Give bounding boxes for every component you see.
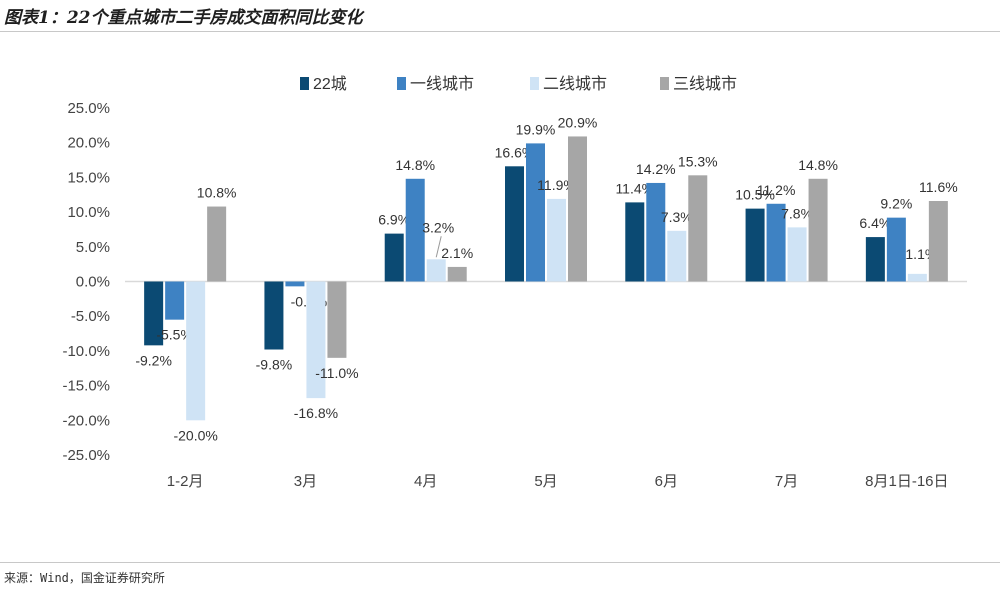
data-label: 9.2% [880, 196, 912, 212]
data-label: 20.9% [558, 114, 598, 130]
bar [447, 266, 467, 282]
bar [327, 281, 347, 358]
data-label: 10.5% [735, 187, 775, 203]
legend-swatch [660, 77, 669, 90]
y-tick-label: 25.0% [67, 100, 110, 117]
bar [745, 208, 765, 282]
chart-title: 图表1：22个重点城市二手房成交面积同比变化 [4, 8, 363, 28]
legend-label: 三线城市 [673, 75, 737, 93]
bar [207, 206, 227, 282]
bar [688, 175, 708, 282]
x-tick-label: 5月 [534, 473, 557, 490]
data-label: 19.9% [516, 121, 556, 137]
y-tick-label: -15.0% [62, 378, 110, 395]
bar [306, 281, 326, 399]
data-label: 7.3% [661, 209, 693, 225]
bar [405, 178, 425, 282]
data-label: 14.2% [636, 161, 676, 177]
bar [526, 143, 545, 282]
bar [808, 178, 828, 282]
bar [285, 281, 305, 287]
x-tick-label: 8月1日-16日 [865, 473, 948, 490]
label-leader-line [435, 236, 442, 258]
bar [568, 136, 587, 282]
data-label: 16.6% [495, 144, 535, 160]
bar [547, 198, 566, 282]
bar [667, 230, 687, 282]
bar [625, 202, 645, 282]
bar [907, 273, 927, 282]
title-divider [0, 31, 1000, 32]
data-label: 2.1% [441, 245, 473, 261]
bar-chart: 25.0% 20.0% 15.0% 10.0% 5.0% 0.0% -5.0% -10.0% -… [62, 75, 967, 490]
data-label: 11.4% [615, 180, 654, 196]
data-label: 10.8% [197, 185, 237, 201]
bar [264, 281, 284, 350]
legend-label: 二线城市 [543, 75, 607, 93]
data-label: 14.8% [798, 157, 838, 173]
x-tick-label: 7月 [775, 473, 798, 490]
x-tick-label: 3月 [294, 473, 317, 490]
data-label: 15.3% [678, 153, 718, 169]
data-label: 6.9% [378, 212, 410, 228]
bar [886, 217, 906, 282]
data-label: 11.2% [757, 182, 796, 198]
data-label: 7.8% [781, 205, 813, 221]
y-tick-label: 5.0% [76, 239, 110, 256]
footer-divider [0, 562, 1000, 563]
bar [865, 237, 885, 282]
bar [646, 182, 666, 282]
y-tick-label: -10.0% [62, 343, 110, 360]
y-tick-label: 20.0% [67, 135, 110, 152]
legend-label: 22城 [313, 75, 347, 93]
x-tick-label: 1-2月 [167, 473, 204, 490]
data-label: -9.8% [256, 357, 293, 373]
legend-label: 一线城市 [410, 75, 474, 93]
data-label: 3.2% [422, 219, 454, 235]
bar [787, 227, 807, 282]
bar [426, 259, 446, 282]
y-tick-label: 0.0% [76, 274, 110, 291]
data-label: -5.5% [156, 327, 193, 343]
legend-swatch [530, 77, 539, 90]
y-tick-label: -25.0% [62, 447, 110, 464]
legend-swatch [300, 77, 309, 90]
bar [766, 203, 786, 282]
data-label: -20.0% [173, 427, 217, 443]
x-tick-label: 6月 [655, 473, 678, 490]
bar [505, 166, 524, 282]
data-label: 11.9% [537, 177, 576, 193]
data-label: 6.4% [859, 215, 891, 231]
y-tick-label: 15.0% [67, 169, 110, 186]
data-label: -11.0% [315, 365, 358, 381]
legend-swatch [397, 77, 406, 90]
bar [186, 281, 206, 421]
x-tick-label: 4月 [414, 473, 437, 490]
data-label: -16.8% [294, 405, 338, 421]
bar [165, 281, 185, 320]
source-note: 来源：Wind，国金证券研究所 [4, 571, 165, 585]
data-label: -9.2% [135, 352, 172, 368]
data-label: 14.8% [395, 157, 435, 173]
data-label: 11.6% [919, 179, 958, 195]
y-tick-label: -5.0% [71, 308, 110, 325]
bar [928, 200, 948, 282]
y-tick-label: -20.0% [62, 412, 110, 429]
bar [144, 281, 164, 346]
y-tick-label: 10.0% [67, 204, 110, 221]
bar [384, 233, 404, 282]
